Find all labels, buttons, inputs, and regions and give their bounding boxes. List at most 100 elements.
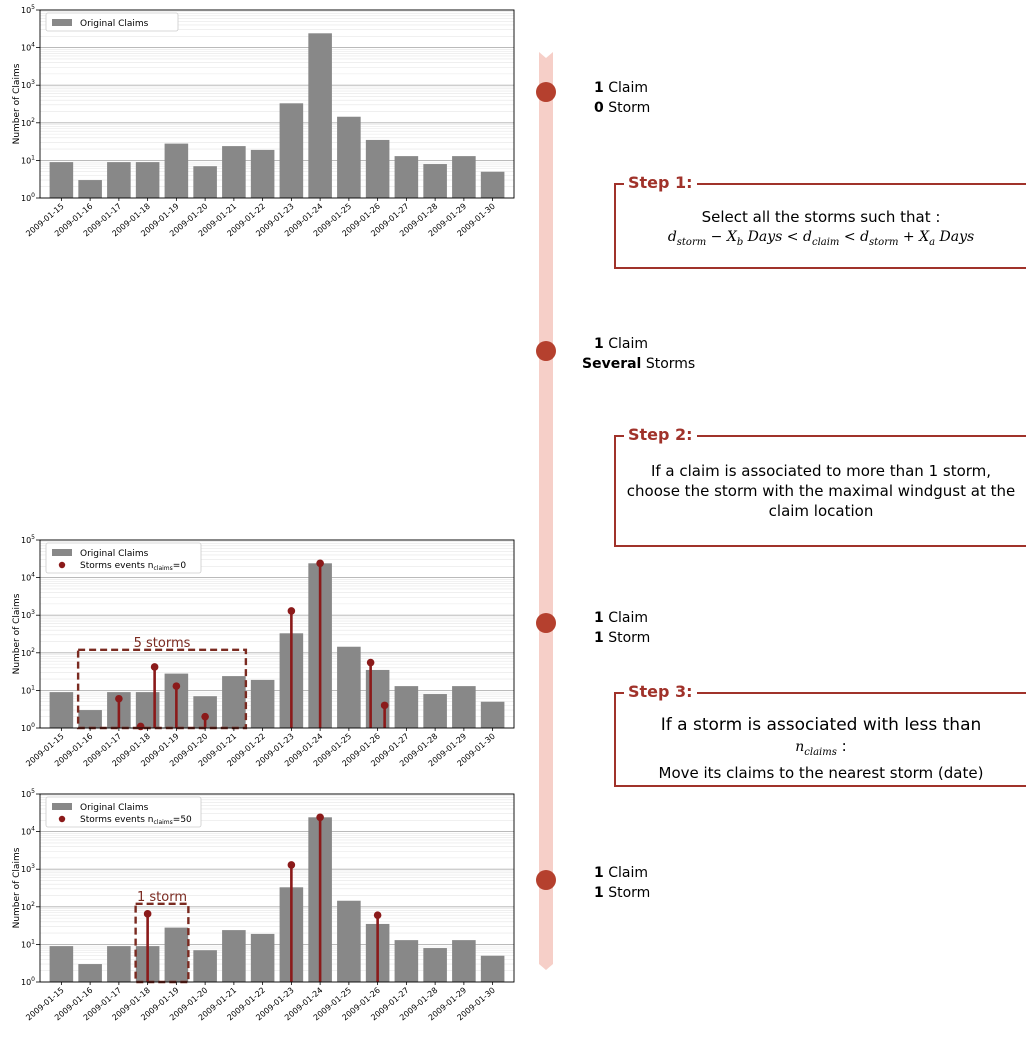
step-1-title: Step 1: [624, 173, 697, 193]
legend-swatch-storm [58, 561, 66, 569]
step-3-text: If a storm is associated with less than [660, 715, 982, 735]
timeline-dot [536, 341, 556, 361]
y-tick-label: 101 [21, 684, 35, 695]
y-tick-label: 104 [21, 826, 35, 837]
y-tick-exponent: 0 [31, 722, 35, 729]
y-tick-label: 101 [21, 938, 35, 949]
storm-point [287, 861, 296, 869]
y-axis-label: Number of Claims [12, 593, 22, 674]
y-tick-label: 100 [21, 976, 35, 987]
legend-swatch-bar [52, 549, 72, 556]
bar [49, 692, 74, 728]
legend-label-part: =0 [173, 561, 187, 571]
step-1-formula: dstorm − Xb Days < dclaim < dstorm + Xa … [667, 229, 975, 248]
y-tick-label: 103 [21, 863, 35, 874]
y-tick-label: 100 [21, 192, 35, 203]
storm-point [172, 682, 181, 690]
bar [394, 940, 419, 982]
y-tick-exponent: 4 [31, 42, 35, 49]
y-tick-label: 103 [21, 609, 35, 620]
legend-label: Original Claims [80, 803, 149, 813]
y-tick-label: 104 [21, 42, 35, 53]
y-tick-label: 103 [21, 79, 35, 90]
stage-label: 1 Claim 0 Storm [594, 80, 651, 116]
legend-swatch-storm [58, 815, 66, 823]
legend-label-part: Storms events n [80, 561, 154, 571]
y-tick-label: 100 [21, 722, 35, 733]
legend-box [45, 12, 179, 32]
bar [164, 143, 189, 198]
y-tick-label: 102 [21, 117, 35, 128]
bar [308, 33, 332, 198]
y-tick-exponent: 5 [31, 4, 35, 11]
y-tick-exponent: 1 [31, 684, 35, 691]
bar [135, 162, 160, 198]
storm-point [115, 694, 123, 703]
y-axis-label: Number of Claims [12, 63, 22, 144]
storm-point [366, 658, 375, 667]
y-tick-exponent: 5 [31, 788, 35, 795]
step-3-box: Step 3: If a storm is associated with le… [614, 682, 1026, 787]
bar [423, 164, 447, 198]
legend-label: Original Claims [80, 549, 149, 559]
bar [193, 696, 217, 728]
legend-label-subscript: claims [154, 565, 173, 572]
legend-label-part: =50 [173, 815, 192, 825]
y-tick-label: 104 [21, 572, 35, 583]
timeline-dot [536, 870, 556, 890]
y-tick-label: 105 [21, 534, 35, 545]
legend-box [45, 542, 202, 574]
stage-label: 1 Claim Several Storms [582, 336, 696, 372]
bar [193, 950, 217, 982]
bar [480, 955, 505, 982]
bar [394, 156, 419, 198]
bar [222, 146, 246, 198]
bar [49, 946, 74, 982]
step-2-box: Step 2: If a claim is associated to more… [614, 425, 1026, 547]
bar [250, 679, 275, 728]
plot-frame [39, 9, 515, 199]
legend-swatch-bar [52, 803, 72, 810]
y-tick-exponent: 1 [31, 154, 35, 161]
plot-frame [39, 793, 515, 983]
storm-point [143, 910, 152, 918]
step-3-title: Step 3: [624, 682, 697, 702]
chart-storms-nclaims-50: 100 101 102 103 104 105 1 storm 2009-01-15 2009-… [0, 784, 530, 1044]
bar [480, 701, 505, 728]
storm-point [316, 813, 324, 822]
y-tick-exponent: 5 [31, 534, 35, 541]
bar [107, 946, 131, 982]
storm-group-box [76, 648, 248, 730]
storm-point [150, 663, 159, 671]
y-tick-exponent: 3 [31, 609, 35, 616]
legend-label: Original Claims [80, 19, 149, 29]
bar [365, 139, 390, 198]
legend-label: Storms events nclaims=0 [80, 561, 186, 572]
bar [222, 930, 246, 982]
chart-original-claims: 100 101 102 103 104 105 2009-01-15 2009-01-16 20… [0, 0, 530, 260]
storm-group-label: 1 storm [137, 890, 187, 905]
step-3-text-2: Move its claims to the nearest storm (da… [658, 763, 984, 782]
storm-point [373, 911, 382, 919]
y-tick-exponent: 2 [31, 901, 35, 908]
legend-box [45, 796, 202, 828]
storm-point [380, 701, 389, 710]
stage-label: 1 Claim 1 Storm [594, 865, 651, 901]
bar [250, 933, 275, 982]
storm-point [287, 607, 296, 615]
bar [164, 927, 189, 982]
bar [250, 149, 275, 198]
bar [107, 162, 131, 198]
bar [394, 686, 419, 728]
legend-label-part: Storms events n [80, 815, 154, 825]
legend-label: Storms events nclaims=50 [80, 815, 192, 826]
y-tick-label: 102 [21, 901, 35, 912]
y-tick-label: 101 [21, 154, 35, 165]
bar [222, 676, 246, 728]
step-1-text: Select all the storms such that : [701, 208, 941, 226]
y-tick-exponent: 4 [31, 826, 35, 833]
y-tick-label: 105 [21, 788, 35, 799]
bar [49, 162, 74, 198]
